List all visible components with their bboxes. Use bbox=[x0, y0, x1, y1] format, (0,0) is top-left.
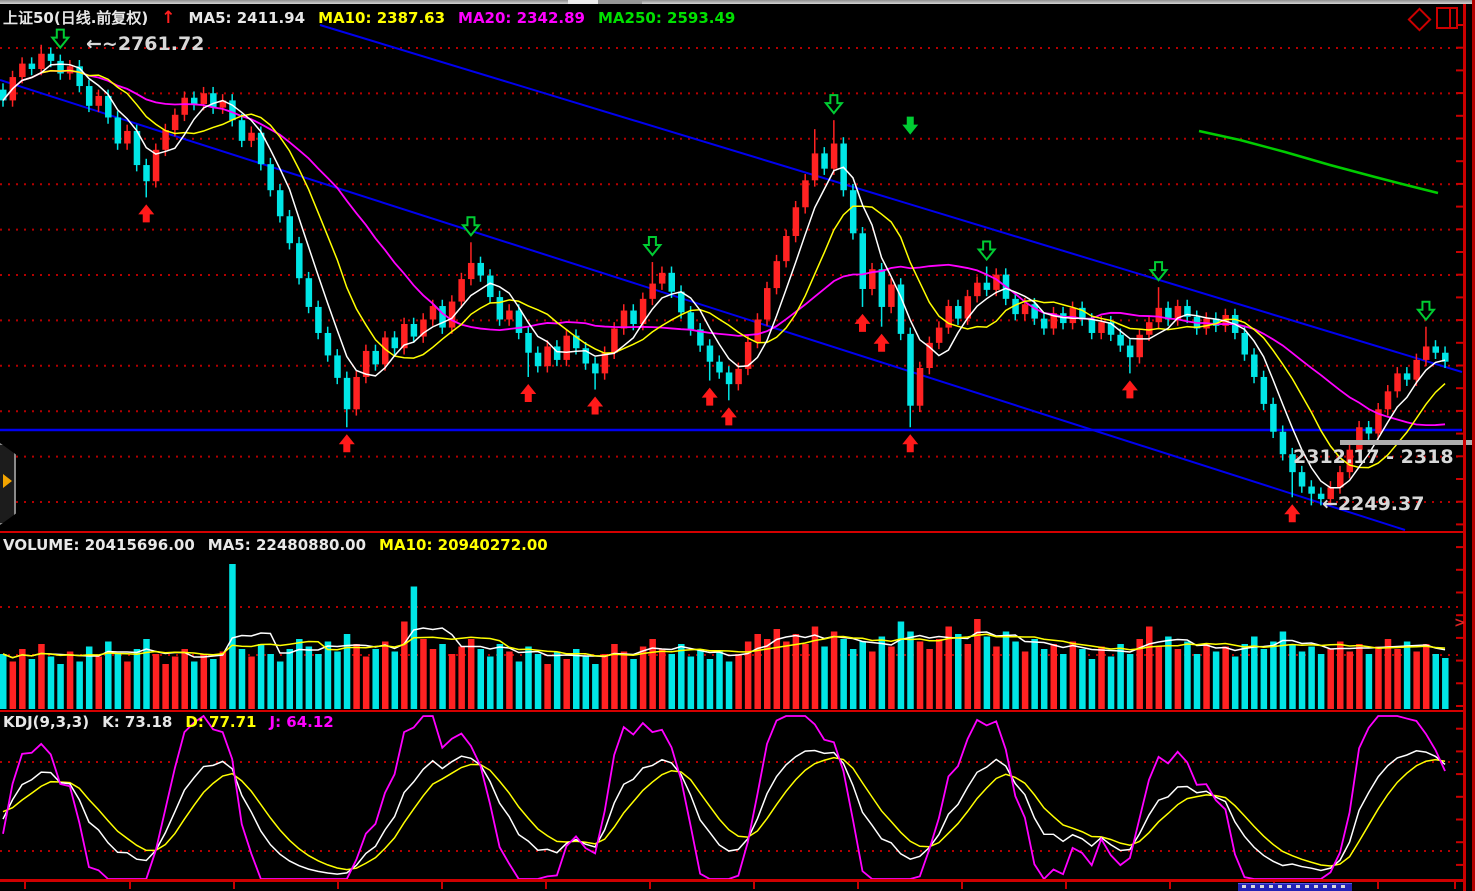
arrow-right-icon bbox=[3, 474, 12, 488]
ma250-readout: MA250: 2593.49 bbox=[597, 9, 736, 27]
split-window-icon[interactable] bbox=[1436, 7, 1458, 29]
main-pane-header: 上证50(日线.前复权) ↑ MA5: 2411.94 MA10: 2387.6… bbox=[3, 7, 735, 28]
split-window-icon-bar bbox=[1448, 9, 1451, 27]
ma20-readout: MA20: 2342.89 bbox=[458, 9, 585, 27]
volume-ma5-readout: MA5: 22480880.00 bbox=[207, 536, 367, 554]
date-label bbox=[1238, 883, 1352, 891]
volume-readout: VOLUME: 20415696.00 bbox=[3, 536, 195, 554]
k-readout: K: 73.18 bbox=[102, 713, 173, 731]
pane-separator-volume bbox=[0, 531, 1463, 533]
ma10-readout: MA10: 2387.63 bbox=[318, 9, 446, 27]
titlebar-notch bbox=[568, 0, 598, 4]
kdj-label: KDJ(9,3,3) bbox=[3, 713, 90, 731]
gap-leader-line bbox=[1340, 440, 1475, 445]
pane-separator-kdj bbox=[0, 710, 1463, 712]
gap-range-annotation: 2312.17 - 2318 bbox=[1293, 446, 1454, 468]
panel-expand-handle[interactable] bbox=[0, 443, 16, 525]
up-arrow-icon: ↑ bbox=[161, 8, 176, 28]
instrument-title: 上证50(日线.前复权) bbox=[3, 9, 149, 27]
window-right-border bbox=[1472, 0, 1475, 891]
titlebar-notch bbox=[598, 0, 642, 4]
right-axis-border bbox=[1463, 4, 1466, 891]
high-price-annotation: ←~2761.72 bbox=[86, 33, 205, 55]
titlebar-sliver bbox=[0, 0, 1475, 4]
d-readout: D: 77.71 bbox=[185, 713, 257, 731]
ma5-readout: MA5: 2411.94 bbox=[188, 9, 306, 27]
j-readout: J: 64.12 bbox=[269, 713, 334, 731]
kdj-pane-header: KDJ(9,3,3) K: 73.18 D: 77.71 J: 64.12 bbox=[3, 713, 334, 731]
volume-pane-header: VOLUME: 20415696.00 MA5: 22480880.00 MA1… bbox=[3, 536, 548, 554]
date-text-clipped bbox=[1242, 885, 1348, 888]
low-price-annotation: ←2249.37 bbox=[1322, 493, 1425, 515]
volume-ma10-readout: MA10: 20940272.00 bbox=[379, 536, 548, 554]
axis-scroll-glyph: > bbox=[1454, 615, 1466, 631]
time-axis bbox=[0, 879, 1463, 882]
